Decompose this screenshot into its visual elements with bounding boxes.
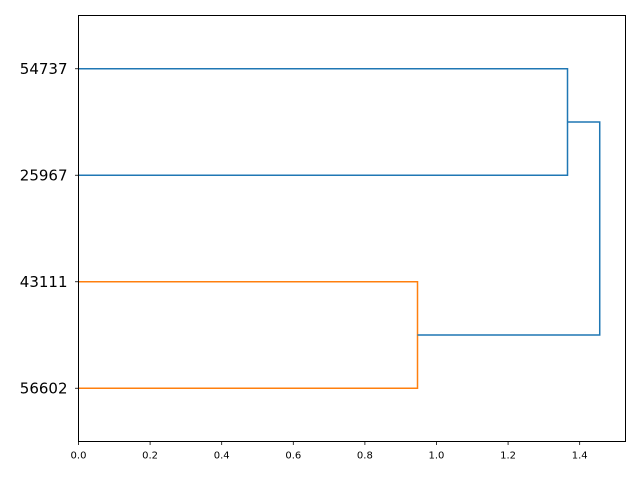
leaf-label: 43111 <box>20 273 68 291</box>
x-tick-label: 0.8 <box>357 451 373 462</box>
dendrogram-link-0 <box>78 281 419 389</box>
leaf-label: 25967 <box>20 166 68 184</box>
leaf-label: 56602 <box>20 379 68 397</box>
dendrogram-link-2 <box>417 121 601 336</box>
links <box>78 68 601 389</box>
x-tick-label: 1.2 <box>500 451 516 462</box>
y-axis: 56602 43111 25967 54737 <box>20 60 79 397</box>
x-tick-label: 0.4 <box>214 451 230 462</box>
x-tick-label: 0.0 <box>71 451 87 462</box>
x-tick-label: 1.4 <box>572 451 588 462</box>
plot-frame <box>78 15 626 442</box>
x-axis: 0.0 0.2 0.4 0.6 0.8 1.0 1.2 1.4 <box>71 441 588 462</box>
x-tick-label: 1.0 <box>429 451 445 462</box>
leaf-label: 54737 <box>20 60 68 78</box>
dendrogram-link-1 <box>78 68 569 176</box>
x-tick-label: 0.2 <box>142 451 158 462</box>
x-tick-label: 0.6 <box>285 451 301 462</box>
